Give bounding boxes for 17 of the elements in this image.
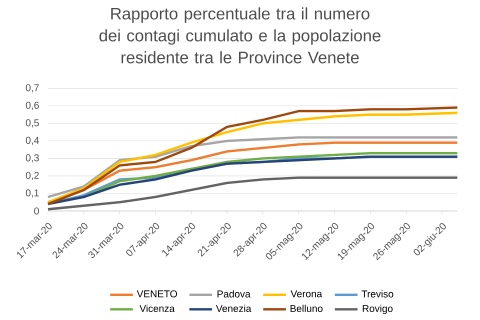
legend-label: Verona <box>290 290 322 298</box>
legend-label: Vicenza <box>140 304 175 312</box>
legend-label: Padova <box>218 290 251 298</box>
y-tick-label: 0,6 <box>26 102 39 110</box>
legend-label: Rovigo <box>362 304 393 314</box>
y-tick-label: 0,7 <box>26 84 39 92</box>
legend-label: Treviso <box>362 290 394 298</box>
y-tick-label: 0,1 <box>26 189 39 198</box>
y-tick-label: 0,3 <box>26 154 39 163</box>
legend-label: VENETO <box>136 290 178 298</box>
y-tick-label: 0,5 <box>26 119 39 128</box>
y-tick-label: 0,2 <box>26 172 39 180</box>
legend-label: Belluno <box>290 304 323 312</box>
y-tick-label: 0 <box>34 207 39 215</box>
chart-title: Rapporto percentuale tra il numero dei contagi cumulato e la popolazione residente tra le Province Venete <box>99 7 380 64</box>
legend-label: Venezia <box>216 304 252 312</box>
y-tick-label: 0,4 <box>26 136 40 146</box>
